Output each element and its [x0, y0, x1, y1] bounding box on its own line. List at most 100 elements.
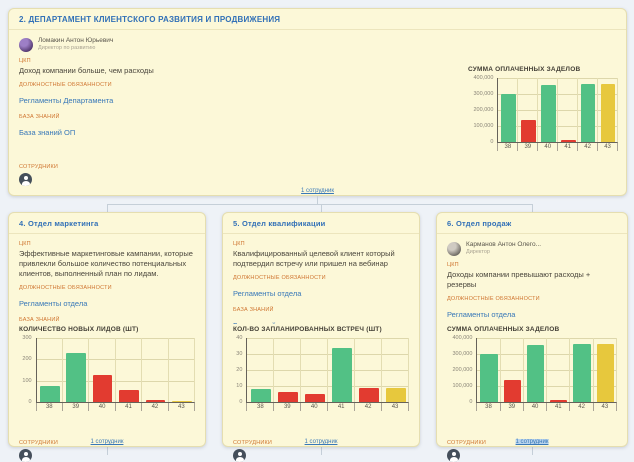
bar: [66, 352, 86, 402]
knowledge-base-label: БАЗА ЗНАНИЙ: [233, 307, 274, 314]
y-tick-label: 0: [469, 399, 473, 405]
sales-head[interactable]: Карманов Антон Олего... Директор: [447, 241, 617, 256]
employee-avatar-icon[interactable]: [233, 449, 246, 462]
x-tick-label: 43: [167, 403, 194, 411]
x-tick-label: 41: [557, 143, 577, 151]
card-marketing-title[interactable]: 4. Отдел маркетинга: [9, 213, 205, 234]
x-tick-label: 39: [273, 403, 300, 411]
staff-label: СОТРУДНИКИ: [19, 164, 59, 170]
employees-count-link[interactable]: 1 сотрудник: [515, 439, 549, 445]
plot: [35, 338, 195, 402]
bar-slot: [301, 338, 328, 402]
gridline-vertical: [577, 78, 579, 142]
ckp-text: Доход компании больше, чем расходы: [19, 66, 154, 76]
gridline-vertical: [522, 338, 524, 402]
bar-slot: [570, 338, 593, 402]
connector-line: [107, 447, 108, 455]
duties-label: ДОЛЖНОСТНЫЕ ОБЯЗАННОСТИ: [233, 275, 326, 282]
bar-slot: [116, 338, 142, 402]
employees-count-link[interactable]: 1 сотрудник: [304, 439, 338, 445]
knowledge-base-link[interactable]: База знаний ОП: [19, 128, 76, 138]
bar-slot: [498, 78, 518, 142]
gridline-vertical: [557, 78, 559, 142]
gridline-vertical: [273, 338, 275, 402]
card-department: 2. ДЕПАРТАМЕНТ КЛИЕНТСКОГО РАЗВИТИЯ И ПР…: [8, 8, 627, 196]
bars: [498, 78, 618, 142]
ckp-text: Квалифицированный целевой клиент который…: [233, 249, 395, 269]
y-tick-label: 300: [22, 335, 32, 341]
bar-slot: [477, 338, 500, 402]
bar-slot: [355, 338, 382, 402]
knowledge-base-link[interactable]: База знаний: [233, 321, 276, 324]
duties-link[interactable]: Регламенты отдела: [233, 289, 302, 299]
gridline-vertical: [114, 338, 116, 402]
y-axis: 0 10 20 30 40: [233, 335, 246, 405]
card-sales: 6. Отдел продаж Карманов Антон Олего... …: [436, 212, 628, 462]
ckp-label: ЦКП: [19, 58, 31, 65]
x-tick-label: 40: [88, 403, 114, 411]
employee-avatar-icon[interactable]: [447, 449, 460, 462]
card-qualification-title[interactable]: 5. Отдел квалификации: [223, 213, 419, 234]
duties-link[interactable]: Регламенты Департамента: [19, 96, 114, 106]
gridline: [36, 380, 195, 382]
x-tick-label: 38: [476, 403, 499, 411]
department-head[interactable]: Ломакин Антон Юрьевич Директор по развит…: [19, 37, 616, 52]
bar: [331, 347, 352, 402]
gridline-vertical: [61, 338, 63, 402]
connector-line: [532, 204, 533, 212]
bar: [526, 345, 545, 402]
bar: [520, 119, 536, 142]
bar: [172, 400, 192, 402]
card-marketing: 4. Отдел маркетинга ЦКП Эффективные марк…: [8, 212, 206, 462]
duties-label: ДОЛЖНОСТНЫЕ ОБЯЗАННОСТИ: [19, 82, 112, 89]
y-tick-label: 0: [28, 399, 32, 405]
chart-plot-area: 0 100 200 300 38 39 40 41 42 43: [19, 335, 195, 411]
gridline-vertical: [327, 338, 329, 402]
employee-avatar-icon[interactable]: [19, 173, 32, 186]
gridline-vertical: [546, 338, 548, 402]
gridline-vertical: [167, 338, 169, 402]
x-tick-label: 38: [246, 403, 273, 411]
avatar[interactable]: [19, 37, 33, 52]
avatar[interactable]: [447, 241, 461, 256]
gridline: [477, 354, 617, 355]
knowledge-base-label: БАЗА ЗНАНИЙ: [19, 317, 60, 324]
duties-link[interactable]: Регламенты отдела: [19, 299, 88, 309]
gridline-vertical: [381, 338, 383, 402]
bars: [477, 338, 617, 402]
gridline: [247, 386, 409, 387]
chart-title: СУММА ОПЛАЧЕННЫХ ЗАДЕЛОВ: [468, 66, 581, 73]
chart-planned-meetings: КОЛ-ВО ЗАПЛАНИРОВАННЫХ ВСТРЕЧ (ШТ) 0 10 20 3…: [233, 326, 409, 411]
bar-slot: [247, 338, 274, 402]
gridline: [36, 338, 195, 339]
employees-count-link[interactable]: 1 сотрудник: [90, 439, 124, 445]
ckp-label: ЦКП: [19, 241, 31, 247]
chart-plot-area: 0 100,000 200,000 300,000 400,000 38 39 40 41 42 4…: [447, 335, 617, 411]
x-axis: 38 39 40 41 42 43: [476, 402, 617, 411]
staff-label: СОТРУДНИКИ: [447, 440, 487, 446]
y-tick-label: 200,000: [473, 107, 494, 113]
gridline: [247, 338, 409, 339]
y-axis: 0 100 200 300: [19, 335, 36, 405]
y-tick-label: 100,000: [473, 123, 494, 129]
chart-title: КОЛ-ВО ЗАПЛАНИРОВАННЫХ ВСТРЕЧ (ШТ): [233, 326, 382, 333]
gridline-vertical: [88, 338, 90, 402]
bar-slot: [501, 338, 524, 402]
connector-line: [107, 204, 533, 205]
y-tick-label: 300,000: [473, 91, 494, 97]
gridline-vertical: [194, 338, 195, 402]
duties-link[interactable]: Регламенты отдела: [447, 310, 516, 320]
knowledge-base-label: БАЗА ЗНАНИЙ: [19, 114, 60, 121]
card-sales-title[interactable]: 6. Отдел продаж: [437, 213, 627, 234]
x-tick-label: 42: [569, 403, 592, 411]
y-axis: 0 100,000 200,000 300,000 400,000: [468, 75, 497, 145]
employee-avatar-icon[interactable]: [19, 449, 32, 462]
employees-count-link[interactable]: 1 сотрудник: [301, 188, 334, 194]
card-department-title[interactable]: 2. ДЕПАРТАМЕНТ КЛИЕНТСКОГО РАЗВИТИЯ И ПР…: [9, 9, 626, 30]
gridline-vertical: [537, 78, 539, 142]
bar-slot: [142, 338, 168, 402]
gridline-vertical: [569, 338, 571, 402]
staff-label: СОТРУДНИКИ: [233, 440, 273, 446]
bar-slot: [558, 78, 578, 142]
